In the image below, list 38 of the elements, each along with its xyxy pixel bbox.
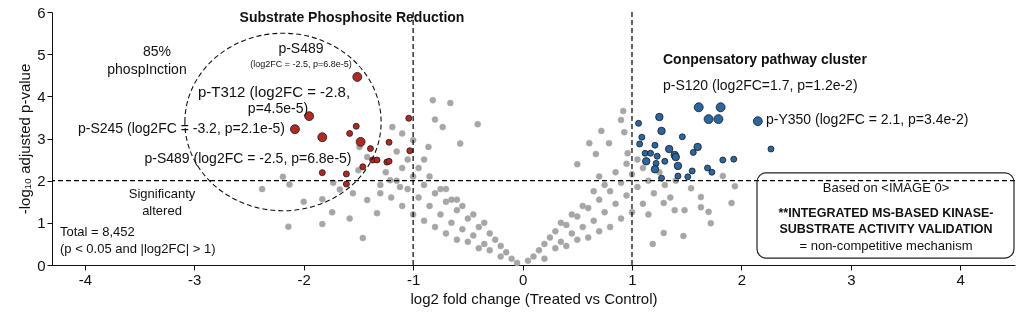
y-tick-label: 5 [37, 45, 46, 63]
x-axis-title: log2 fold change (Treated vs Control) [410, 289, 658, 307]
annotation: p-S245 (log2FC = -3.2, p=2.1e-5) [77, 120, 285, 136]
annotation: (log2FC = -2.5, p=6.8e-5) [250, 59, 352, 69]
annotation: 85% [142, 43, 172, 59]
y-tick-label: 4 [37, 87, 46, 105]
annotation: Total = 8,452 [60, 224, 135, 239]
annotation: phospInction [107, 61, 187, 77]
y-tick-label: 6 [37, 3, 46, 21]
x-tick-label: -4 [78, 270, 92, 288]
x-tick-label: 0 [518, 270, 528, 288]
x-tick-label: 1 [628, 270, 637, 288]
x-tick-label: 3 [847, 270, 856, 288]
annotation: p=4.5e-5) [247, 100, 309, 116]
annotation: altered [142, 203, 182, 218]
annotation: p-T312 (log2FC = -2.8, [197, 83, 351, 100]
annotation: Conpensatory pathway cluster [663, 51, 868, 67]
annotation: p-Y350 (log2FC = 2.1, p=3.4e-2) [766, 111, 969, 127]
annotation: p-S120 (log2FC=1.7, p=1.2e-2) [663, 77, 858, 93]
annotation: (p < 0.05 and |log2FC| > 1) [60, 241, 216, 256]
y-tick-label: 1 [37, 214, 46, 232]
annotation: Based on <IMAGE 0> [822, 180, 950, 195]
x-tick-label: 4 [956, 270, 965, 288]
annotation: Significanty [128, 186, 196, 201]
y-tick-label: 0 [37, 256, 46, 274]
x-tick-label: -2 [297, 270, 311, 288]
y-tick-label: 3 [37, 130, 46, 147]
annotation: Substrate Phosphosite Reduction [239, 9, 465, 25]
annotation: SUBSTRATE ACTIVITY VALIDATION [779, 222, 993, 236]
annotation: = non-competitive mechanism [799, 238, 973, 253]
x-tick-label: -3 [188, 270, 202, 288]
annotation: p-S489 (log2FC = -2.5, p=6.8e-5) [144, 150, 352, 166]
x-tick-label: 2 [737, 270, 747, 288]
annotation: **INTEGRATED MS-BASED KINASE- [778, 206, 994, 220]
x-tick-label: -1 [406, 270, 421, 288]
y-tick-label: 2 [37, 172, 46, 190]
annotation: p-S489 [278, 40, 324, 56]
y-axis-title: -log₁₀ adjusted p-value [16, 63, 34, 215]
